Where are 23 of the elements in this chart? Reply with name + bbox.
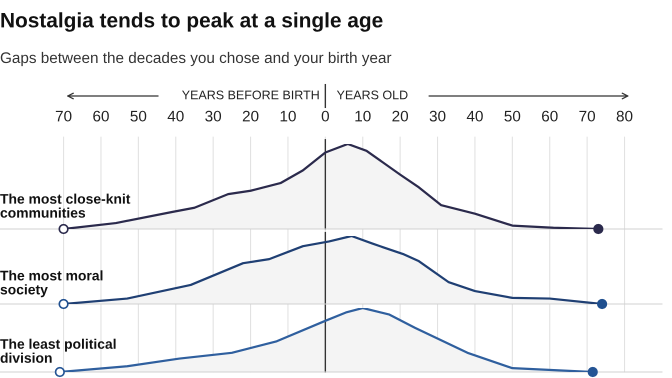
x-tick-label: 60 [542, 110, 558, 122]
x-tick-label: 60 [93, 110, 109, 122]
x-tick-label: 10 [280, 110, 296, 122]
y-axis-title: The most moral society [0, 270, 102, 298]
x-tick-label: 50 [130, 110, 146, 122]
y-axis-title: The least political division [0, 338, 116, 363]
x-tick-label: 70 [56, 110, 72, 122]
x-tick-label: 0 [322, 110, 329, 122]
x-tick-label: 10 [355, 110, 371, 122]
x-tick-label: 30 [430, 110, 446, 122]
x-tick-label: 20 [242, 110, 258, 122]
y-axis-title: The most close-knit communities [0, 194, 130, 218]
chart-subtitle: Gaps between the decades you chose and your birth year [0, 52, 392, 66]
x-tick-label: 70 [579, 110, 596, 122]
x-tick-label: 50 [504, 110, 520, 122]
x-tick-label: 40 [466, 110, 483, 122]
x-tick-label: 30 [205, 110, 222, 122]
x-tick-label: 40 [168, 110, 184, 122]
text: YEARS BEFORE BIRTH [182, 90, 319, 100]
x-tick-label: 20 [392, 110, 408, 122]
text: YEARS OLD [336, 90, 408, 100]
chart-title: Nostalgia tends to peak at a single age [1, 12, 382, 32]
x-tick-label: 80 [616, 110, 632, 122]
